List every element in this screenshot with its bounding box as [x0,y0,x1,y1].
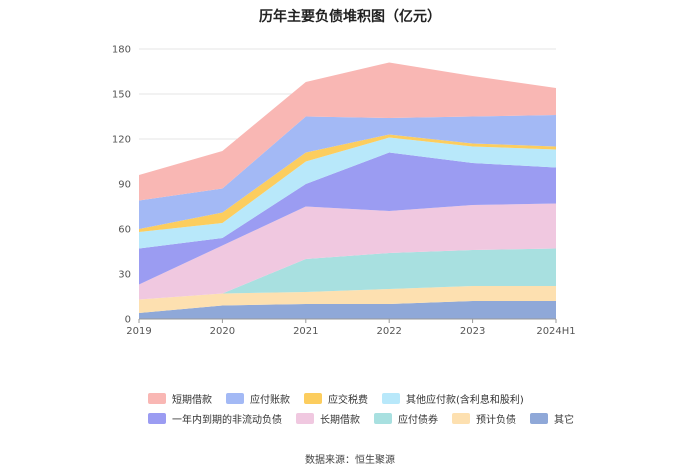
legend-swatch [296,412,314,424]
area-短期借款 [139,62,556,201]
legend-label: 其他应付款(含利息和股利) [406,394,524,406]
legend-item[interactable]: 预计负债 [452,411,516,426]
legend-row: 短期借款 应付账款 应交税费 其他应付款(含利息和股利) [148,388,668,408]
y-tick-label: 30 [118,270,131,281]
legend-label: 应付债券 [398,414,438,426]
x-tick-label: 2023 [460,326,485,337]
legend-swatch [226,392,244,404]
legend-label: 应付账款 [250,394,290,406]
y-tick-label: 180 [112,45,131,56]
x-tick-label: 2021 [293,326,318,337]
legend-swatch [530,412,548,424]
x-tick-label: 2024H1 [536,326,575,337]
legend-item[interactable]: 应付账款 [226,391,290,406]
area-其它 [139,301,556,319]
legend-swatch [148,412,166,424]
legend-item[interactable]: 应交税费 [304,391,368,406]
chart-plot: 0 30 60 90 120 150 180 2019 2020 2021 2022 2023 2024… [112,45,576,338]
legend-label: 一年内到期的非流动负债 [172,414,282,426]
y-tick-label: 120 [112,135,131,146]
legend-swatch [148,392,166,404]
legend-item[interactable]: 长期借款 [296,411,360,426]
area-其他应付款(含利息和股利) [139,137,556,249]
area-应交税费 [139,134,556,232]
legend-label: 预计负债 [476,414,516,426]
area-应付债券 [139,248,556,300]
legend-swatch [382,392,400,404]
y-tick-label: 150 [112,90,131,101]
x-tick-label: 2020 [210,326,235,337]
legend-label: 短期借款 [172,394,212,406]
legend-label: 应交税费 [328,394,368,406]
legend-label: 其它 [554,414,574,426]
area-一年内到期的非流动负债 [139,152,556,285]
legend-swatch [374,412,392,424]
area-预计负债 [139,286,556,313]
legend-swatch [304,392,322,404]
legend: 短期借款 应付账款 应交税费 其他应付款(含利息和股利) 一年内到期的非流动负债 长期借款… [148,388,668,428]
y-tick-label: 0 [125,315,131,326]
y-tick-label: 90 [118,180,131,191]
legend-item[interactable]: 其它 [530,411,574,426]
legend-row: 一年内到期的非流动负债 长期借款 应付债券 预计负债 其它 [148,408,668,428]
legend-item[interactable]: 一年内到期的非流动负债 [148,411,282,426]
area-长期借款 [139,203,556,300]
legend-label: 长期借款 [320,414,360,426]
y-tick-label: 60 [118,225,131,236]
legend-item[interactable]: 短期借款 [148,391,212,406]
area-应付账款 [139,115,556,229]
legend-swatch [452,412,470,424]
chart-title: 历年主要负债堆积图（亿元） [259,9,441,25]
data-source: 数据来源：恒生聚源 [305,455,395,466]
x-tick-label: 2019 [126,326,151,337]
legend-item[interactable]: 应付债券 [374,411,438,426]
legend-item[interactable]: 其他应付款(含利息和股利) [382,391,524,406]
x-tick-label: 2022 [376,326,401,337]
